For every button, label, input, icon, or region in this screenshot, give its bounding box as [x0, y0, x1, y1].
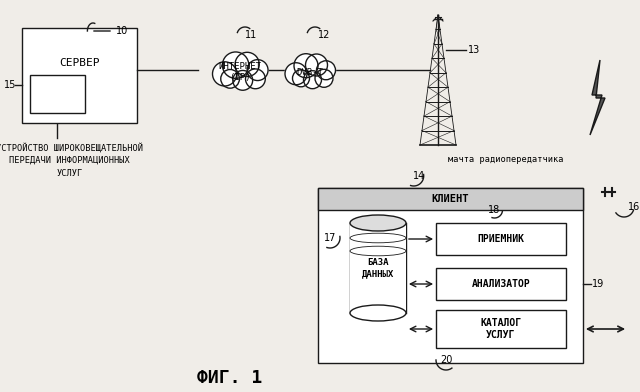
Circle shape [303, 71, 321, 89]
Text: 14: 14 [413, 171, 425, 181]
Circle shape [233, 71, 253, 90]
Text: ФИГ. 1: ФИГ. 1 [197, 369, 262, 387]
Text: СЕРВЕР: СЕРВЕР [60, 58, 100, 68]
Circle shape [221, 69, 239, 88]
Bar [318, 188, 583, 210]
Text: УСЛУГ: УСЛУГ [56, 169, 83, 178]
Bar [22, 28, 137, 123]
Circle shape [315, 69, 333, 87]
Text: 12: 12 [318, 30, 330, 40]
Text: 13: 13 [468, 45, 480, 55]
Text: DVB-T: DVB-T [296, 67, 323, 76]
Circle shape [305, 54, 328, 76]
Text: УСТРОЙСТВО ШИРОКОВЕЩАТЕЛЬНОЙ: УСТРОЙСТВО ШИРОКОВЕЩАТЕЛЬНОЙ [0, 143, 143, 153]
Text: ИНТЕРНЕТ
(IP): ИНТЕРНЕТ (IP) [218, 62, 262, 82]
Text: КЛИЕНТ: КЛИЕНТ [432, 194, 469, 204]
Bar [350, 223, 406, 313]
Text: АНАЛИЗАТОР: АНАЛИЗАТОР [472, 279, 531, 289]
Circle shape [247, 60, 268, 80]
Circle shape [235, 52, 259, 76]
Text: 15: 15 [4, 80, 16, 90]
Text: 18: 18 [488, 205, 500, 215]
Text: 11: 11 [245, 30, 257, 40]
Bar [436, 223, 566, 255]
Text: 16: 16 [628, 202, 640, 212]
Text: КАТАЛОГ
УСЛУГ: КАТАЛОГ УСЛУГ [481, 318, 522, 340]
Polygon shape [590, 60, 605, 135]
Circle shape [223, 52, 249, 78]
Circle shape [317, 61, 335, 80]
Bar [318, 188, 583, 363]
Text: ПЕРЕДАЧИ ИНФОРМАЦИОННЫХ: ПЕРЕДАЧИ ИНФОРМАЦИОННЫХ [9, 156, 130, 165]
Bar [436, 310, 566, 348]
Ellipse shape [350, 215, 406, 231]
Bar [436, 268, 566, 300]
Circle shape [285, 63, 307, 85]
Text: БАЗА
ДАННЫХ: БАЗА ДАННЫХ [362, 258, 394, 278]
Circle shape [246, 69, 266, 89]
Text: 17: 17 [324, 233, 336, 243]
Circle shape [292, 70, 310, 87]
Text: 10: 10 [116, 26, 128, 36]
Ellipse shape [350, 305, 406, 321]
Bar [30, 75, 85, 113]
Text: ПРИЕМНИК: ПРИЕМНИК [477, 234, 525, 244]
Text: мачта радиопередатчика: мачта радиопередатчика [448, 155, 563, 164]
Text: 19: 19 [592, 279, 604, 289]
Circle shape [212, 62, 237, 86]
Circle shape [294, 54, 318, 78]
Text: 20: 20 [440, 355, 452, 365]
